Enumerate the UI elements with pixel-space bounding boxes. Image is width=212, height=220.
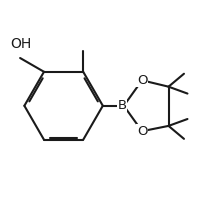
Text: B: B	[117, 99, 127, 112]
Text: O: O	[137, 74, 147, 87]
Text: OH: OH	[11, 37, 32, 51]
Text: O: O	[137, 125, 147, 138]
